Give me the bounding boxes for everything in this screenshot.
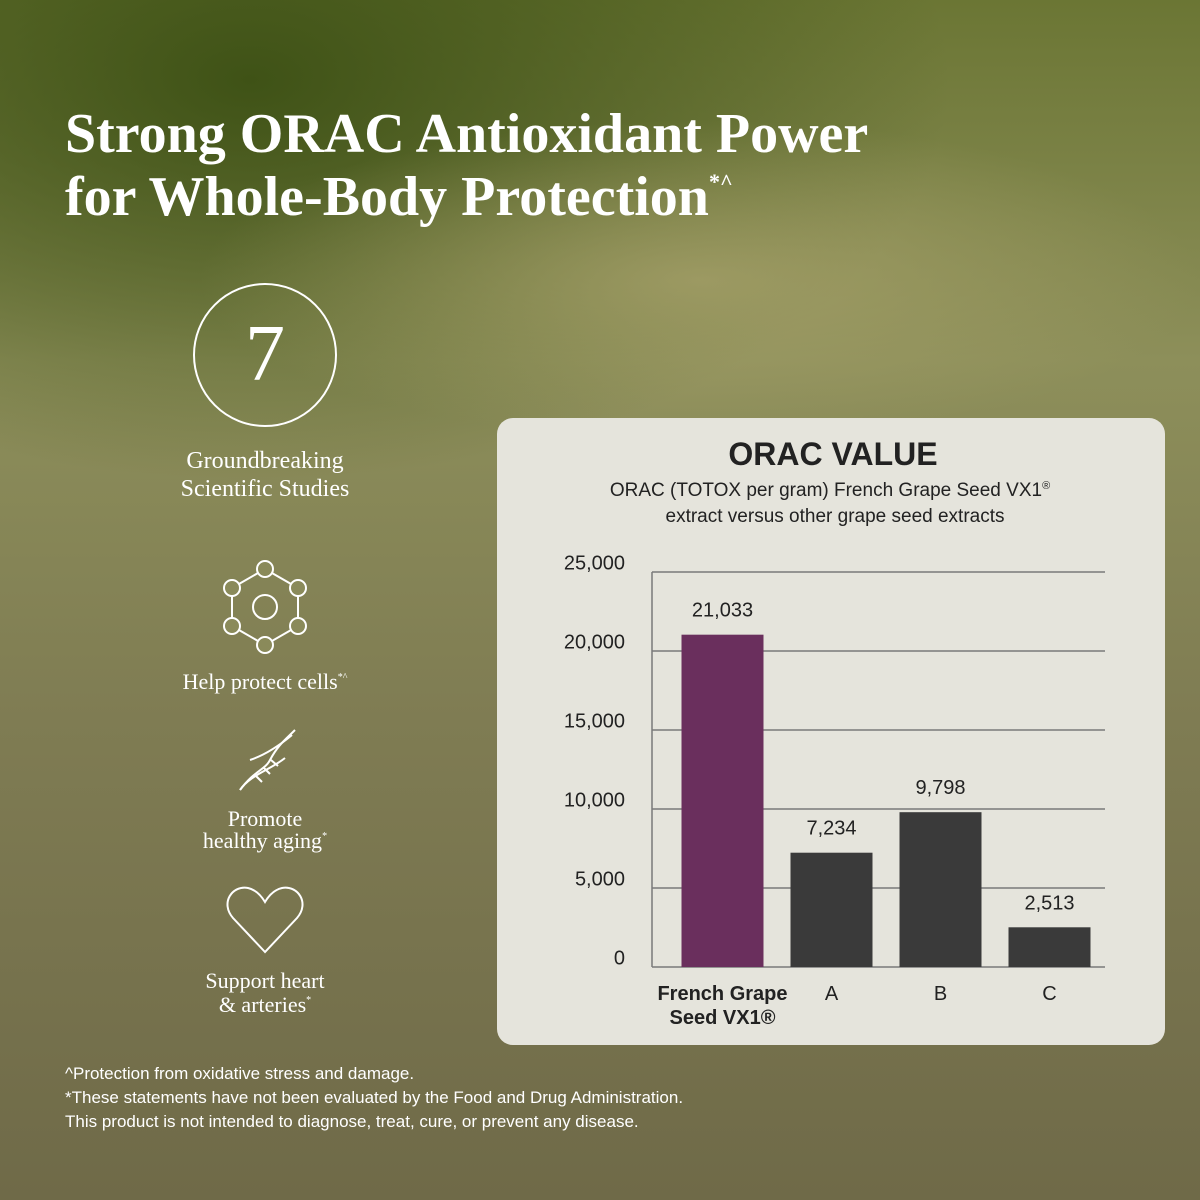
y-tick-label: 10,000 [564,789,625,811]
x-tick-label: A [825,983,839,1005]
label-line: Seed VX1® [670,1007,776,1029]
bar [899,812,982,967]
title-text: for Whole-Body Protection [65,166,709,228]
feature-label: & arteries* [219,992,311,1017]
footnote: This product is not intended to diagnose… [65,1112,639,1131]
chart-title: ORAC VALUE [728,436,937,472]
title-text: Strong ORAC Antioxidant Power [65,103,868,165]
label-line: Groundbreaking [186,448,343,474]
y-tick-label: 20,000 [564,631,625,653]
feature-label: Groundbreaking [186,448,343,474]
label-line: Help protect cells [183,669,338,694]
bar [790,852,873,967]
feature-label: Support heart [205,968,324,993]
x-tick-label: C [1042,983,1056,1005]
y-tick-label: 25,000 [564,552,625,574]
subtitle-mark: ® [1042,480,1050,492]
label-line: healthy aging [203,828,322,853]
value-label: 7,234 [806,818,856,840]
feature-label: healthy aging* [203,828,327,853]
y-tick-label: 15,000 [564,710,625,732]
label-line: French Grape [657,983,787,1005]
title-line: for Whole-Body Protection*^ [65,166,733,228]
x-tick-label: French Grape Seed VX1® [657,983,787,1029]
feature-label: Help protect cells*^ [183,669,348,694]
subtitle-text: ORAC (TOTOX per gram) French Grape Seed … [610,480,1042,501]
plot: 0 5,000 10,000 15,000 20,000 25,000 21,033 Fren… [564,552,1105,1029]
y-tick-label: 0 [614,947,625,969]
feature-label: Promote [228,806,303,831]
value-label: 21,033 [692,600,753,622]
label-line: Promote [228,806,303,831]
label-line: Scientific Studies [181,476,350,502]
value-label: 2,513 [1024,892,1074,914]
dna-icon [239,729,296,791]
x-tick-label: B [934,983,947,1005]
subtitle-text: extract versus other grape seed extracts [666,506,1005,527]
label-line: Support heart [205,968,324,993]
value-label: 9,798 [915,777,965,799]
feature-number: 7 [245,310,285,398]
title-mark: *^ [709,169,733,194]
label-mark: * [322,831,327,842]
label-mark: * [306,995,311,1006]
label-line: & arteries [219,992,306,1017]
number-circle [193,283,337,427]
footnote: *These statements have not been evaluate… [65,1088,683,1107]
feature-label: Scientific Studies [181,476,350,502]
chart-subtitle: extract versus other grape seed extracts [666,506,1005,527]
footnote: ^Protection from oxidative stress and da… [65,1064,414,1083]
y-tick-label: 5,000 [575,868,625,890]
label-mark: *^ [338,672,348,683]
cells-icon [223,560,307,654]
title-line: Strong ORAC Antioxidant Power [65,103,868,165]
bar [1008,927,1091,967]
heart-icon [226,886,304,954]
chart-subtitle: ORAC (TOTOX per gram) French Grape Seed … [610,480,1050,501]
bar [681,634,764,967]
